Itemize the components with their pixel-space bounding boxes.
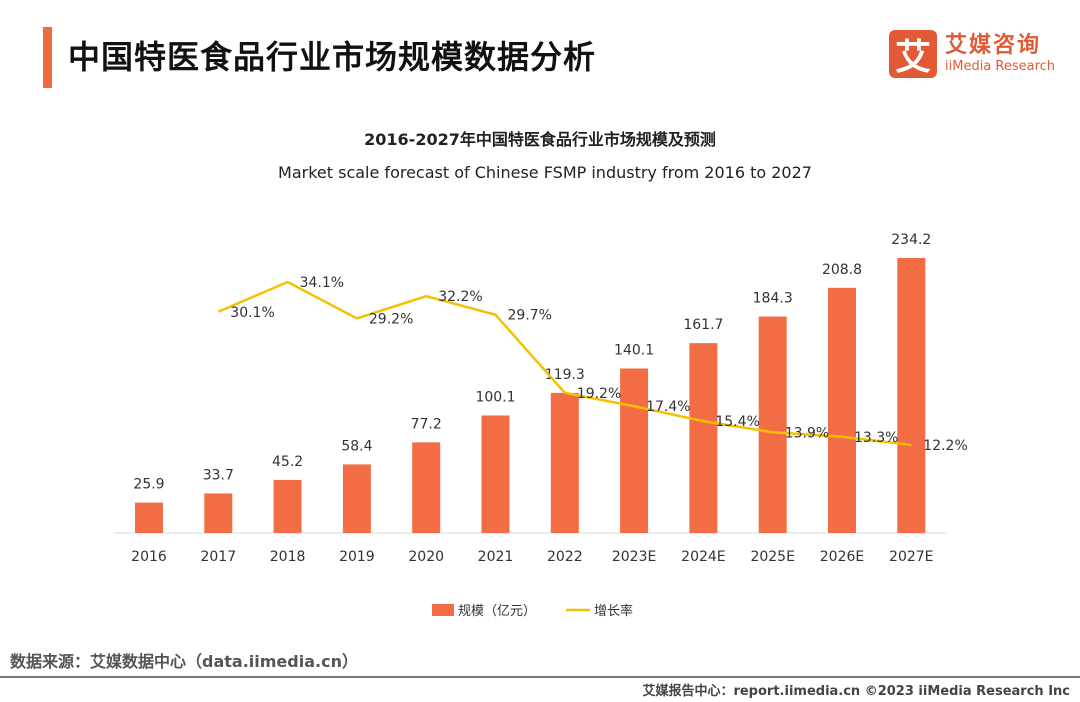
footer-text: 艾媒报告中心：report.iimedia.cn ©2023 iiMedia R… <box>642 684 1070 699</box>
bar-2019 <box>342 464 371 533</box>
legend-bar-swatch <box>432 604 454 616</box>
logo: 艾 艾媒咨询 iiMedia Research <box>889 30 1055 78</box>
bar-label-2026E: 208.8 <box>822 262 862 278</box>
bar-label-2027E: 234.2 <box>891 232 931 248</box>
title-accent-bar <box>43 27 52 88</box>
x-tick-2023E: 2023E <box>612 549 656 565</box>
bar-label-2016: 25.9 <box>133 477 164 493</box>
growth-label-2027E: 12.2% <box>923 438 967 454</box>
bar-2023E <box>620 368 649 533</box>
legend-line-label: 增长率 <box>594 603 633 619</box>
bar-label-2023E: 140.1 <box>614 342 654 358</box>
growth-label-2026E: 13.3% <box>854 430 898 446</box>
growth-rate-line <box>217 280 912 447</box>
x-tick-2018: 2018 <box>270 549 306 565</box>
bar-2018 <box>273 479 302 533</box>
growth-label-2023E: 17.4% <box>646 399 690 415</box>
growth-label-2019: 29.2% <box>369 311 413 327</box>
logo-mark: 艾 <box>889 30 937 78</box>
x-tick-2020: 2020 <box>408 549 444 565</box>
bar-label-2025E: 184.3 <box>753 291 793 307</box>
logo-en: iiMedia Research <box>945 59 1056 74</box>
bar-label-2018: 45.2 <box>272 454 303 470</box>
bar-2016 <box>135 502 163 533</box>
bar-2021 <box>481 415 510 533</box>
growth-label-2024E: 15.4% <box>715 414 759 430</box>
growth-label-2025E: 13.9% <box>785 425 829 441</box>
bar-label-2022: 119.3 <box>545 367 585 383</box>
growth-label-2018: 34.1% <box>300 275 344 291</box>
x-tick-2022: 2022 <box>547 549 583 565</box>
bar-label-2024E: 161.7 <box>683 317 723 333</box>
bar-2022 <box>550 392 579 533</box>
x-tick-2025E: 2025E <box>750 549 794 565</box>
logo-cn: 艾媒咨询 <box>945 33 1042 58</box>
bar-2024E <box>689 343 718 533</box>
bar-2026E <box>828 287 856 533</box>
growth-label-2020: 32.2% <box>438 289 482 305</box>
growth-label-2017: 30.1% <box>230 305 274 321</box>
bar-label-2019: 58.4 <box>341 438 372 454</box>
bar-label-2020: 77.2 <box>411 416 442 432</box>
legend: 规模（亿元） 增长率 <box>432 603 633 619</box>
x-tick-2017: 2017 <box>200 549 236 565</box>
x-tick-2021: 2021 <box>478 549 514 565</box>
legend-bar-label: 规模（亿元） <box>458 604 536 619</box>
x-tick-2024E: 2024E <box>681 549 725 565</box>
page-title: 中国特医食品行业市场规模数据分析 <box>68 38 597 76</box>
x-tick-2027E: 2027E <box>889 549 933 565</box>
bar-2020 <box>412 442 441 533</box>
footer-divider <box>0 676 1080 678</box>
x-tick-2019: 2019 <box>339 549 375 565</box>
bar-2027E <box>897 258 926 533</box>
bar-label-2017: 33.7 <box>203 467 234 483</box>
bar-label-2021: 100.1 <box>475 389 515 405</box>
source-note: 数据来源：艾媒数据中心（data.iimedia.cn） <box>10 652 358 671</box>
chart-title: 2016-2027年中国特医食品行业市场规模及预测 <box>364 130 716 149</box>
growth-label-2021: 29.7% <box>508 308 552 324</box>
chart-subtitle: Market scale forecast of Chinese FSMP in… <box>278 163 812 182</box>
x-tick-2016: 2016 <box>131 549 167 565</box>
bar-2025E <box>758 316 787 533</box>
growth-label-2022: 19.2% <box>577 386 621 402</box>
bar-2017 <box>204 493 233 533</box>
x-tick-2026E: 2026E <box>820 549 864 565</box>
